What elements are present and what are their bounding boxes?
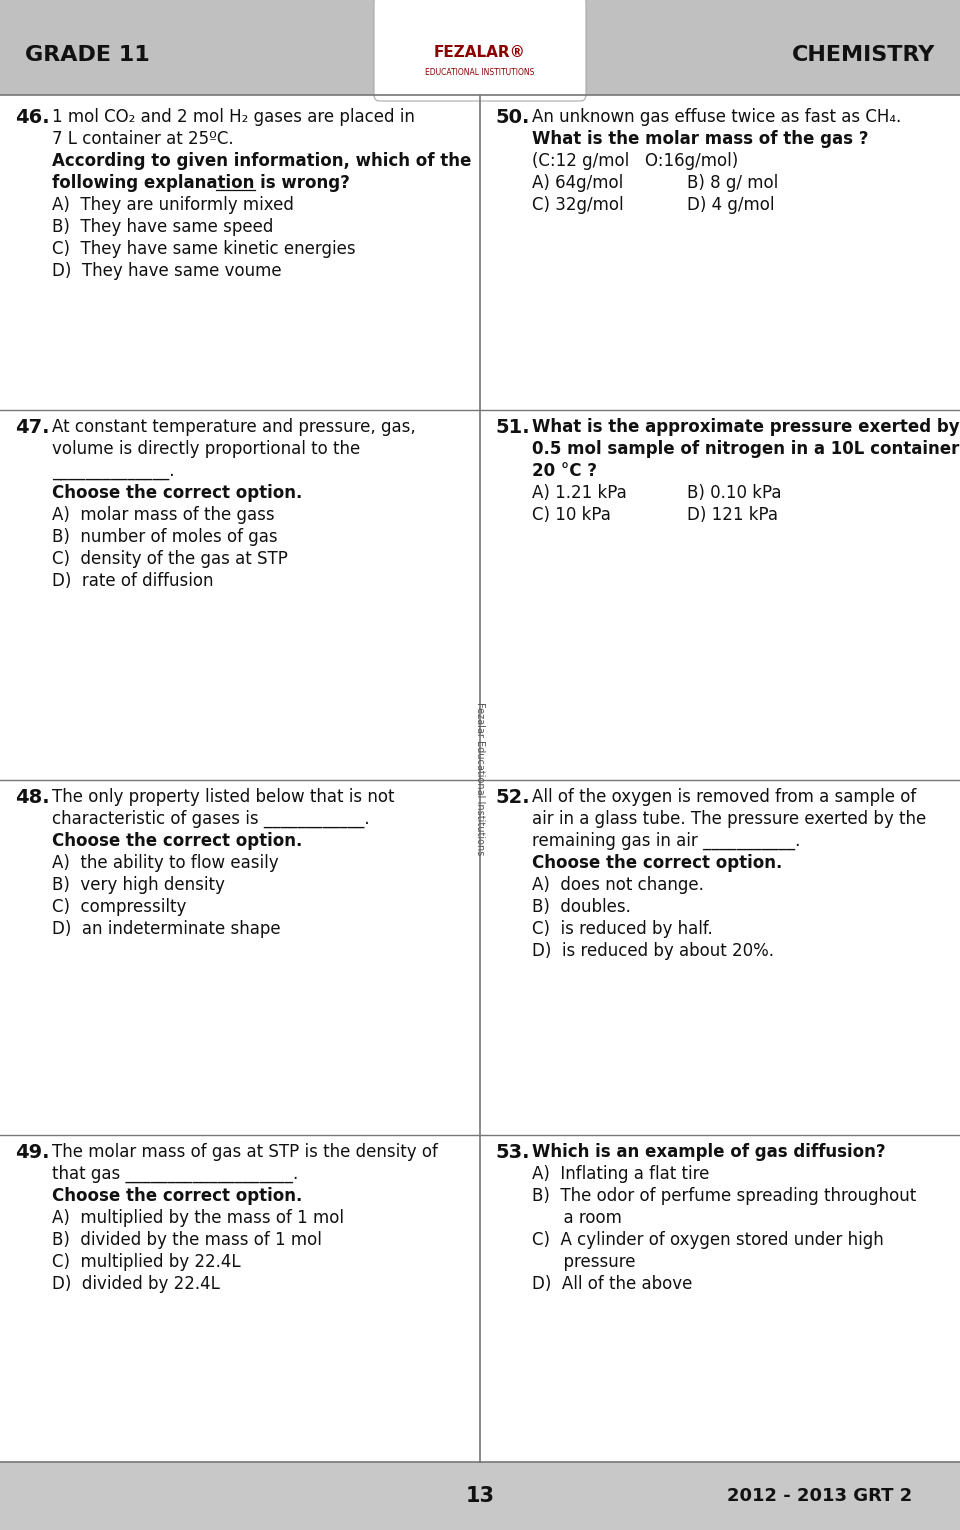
Text: GRADE 11: GRADE 11 xyxy=(25,44,150,66)
Text: C)  They have same kinetic energies: C) They have same kinetic energies xyxy=(52,240,355,259)
Text: Choose the correct option.: Choose the correct option. xyxy=(52,483,302,502)
Text: 48.: 48. xyxy=(15,788,50,806)
Text: D) 4 g/mol: D) 4 g/mol xyxy=(687,196,775,214)
Text: 20 °C ?: 20 °C ? xyxy=(532,462,597,480)
Text: D)  They have same voume: D) They have same voume xyxy=(52,262,281,280)
Text: D)  All of the above: D) All of the above xyxy=(532,1274,692,1293)
Text: A)  multiplied by the mass of 1 mol: A) multiplied by the mass of 1 mol xyxy=(52,1209,344,1227)
Text: D)  is reduced by about 20%.: D) is reduced by about 20%. xyxy=(532,942,774,959)
Text: A) 64g/mol: A) 64g/mol xyxy=(532,174,623,191)
Text: At constant temperature and pressure, gas,: At constant temperature and pressure, ga… xyxy=(52,418,416,436)
Text: that gas ____________________.: that gas ____________________. xyxy=(52,1164,299,1183)
Text: Choose the correct option.: Choose the correct option. xyxy=(52,1187,302,1206)
Text: C)  A cylinder of oxygen stored under high: C) A cylinder of oxygen stored under hig… xyxy=(532,1232,884,1248)
Text: 1 mol CO₂ and 2 mol H₂ gases are placed in: 1 mol CO₂ and 2 mol H₂ gases are placed … xyxy=(52,109,415,125)
Text: C) 10 kPa: C) 10 kPa xyxy=(532,506,611,523)
Text: 46.: 46. xyxy=(15,109,50,127)
Text: 50.: 50. xyxy=(495,109,529,127)
Text: CHEMISTRY: CHEMISTRY xyxy=(792,44,935,66)
Text: EDUCATIONAL INSTITUTIONS: EDUCATIONAL INSTITUTIONS xyxy=(425,67,535,76)
Text: 2012 - 2013 GRT 2: 2012 - 2013 GRT 2 xyxy=(728,1487,913,1506)
Text: A)  Inflating a flat tire: A) Inflating a flat tire xyxy=(532,1164,709,1183)
Text: C)  density of the gas at STP: C) density of the gas at STP xyxy=(52,549,288,568)
Text: 7 L container at 25ºC.: 7 L container at 25ºC. xyxy=(52,130,233,148)
Text: volume is directly proportional to the: volume is directly proportional to the xyxy=(52,441,360,457)
Text: A)  molar mass of the gass: A) molar mass of the gass xyxy=(52,506,275,523)
Text: Fezalar Educational Institutions: Fezalar Educational Institutions xyxy=(475,702,485,855)
Text: 51.: 51. xyxy=(495,418,530,438)
Bar xyxy=(0,0,960,95)
Text: What is the approximate pressure exerted by a: What is the approximate pressure exerted… xyxy=(532,418,960,436)
Text: pressure: pressure xyxy=(532,1253,636,1271)
Text: What is the molar mass of the gas ?: What is the molar mass of the gas ? xyxy=(532,130,869,148)
Text: 13: 13 xyxy=(466,1486,494,1506)
Text: B)  doubles.: B) doubles. xyxy=(532,898,631,916)
Text: The molar mass of gas at STP is the density of: The molar mass of gas at STP is the dens… xyxy=(52,1143,438,1161)
Text: A)  They are uniformly mixed: A) They are uniformly mixed xyxy=(52,196,294,214)
Text: C)  is reduced by half.: C) is reduced by half. xyxy=(532,920,712,938)
Text: FEZALAR®: FEZALAR® xyxy=(434,44,526,60)
Text: According to given information, which of the: According to given information, which of… xyxy=(52,151,471,170)
Text: The only property listed below that is not: The only property listed below that is n… xyxy=(52,788,395,806)
Text: remaining gas in air ___________.: remaining gas in air ___________. xyxy=(532,832,801,851)
Text: 49.: 49. xyxy=(15,1143,50,1161)
Text: 52.: 52. xyxy=(495,788,530,806)
Text: A) 1.21 kPa: A) 1.21 kPa xyxy=(532,483,627,502)
Text: All of the oxygen is removed from a sample of: All of the oxygen is removed from a samp… xyxy=(532,788,916,806)
FancyBboxPatch shape xyxy=(0,1463,960,1530)
Text: D) 121 kPa: D) 121 kPa xyxy=(687,506,778,523)
Text: B)  The odor of perfume spreading throughout: B) The odor of perfume spreading through… xyxy=(532,1187,916,1206)
Text: a room: a room xyxy=(532,1209,622,1227)
Text: Which is an example of gas diffusion?: Which is an example of gas diffusion? xyxy=(532,1143,886,1161)
Text: (C:12 g/mol   O:16g/mol): (C:12 g/mol O:16g/mol) xyxy=(532,151,738,170)
Text: A)  the ability to flow easily: A) the ability to flow easily xyxy=(52,854,278,872)
Text: C)  multiplied by 22.4L: C) multiplied by 22.4L xyxy=(52,1253,241,1271)
Text: C) 32g/mol: C) 32g/mol xyxy=(532,196,624,214)
Text: D)  divided by 22.4L: D) divided by 22.4L xyxy=(52,1274,220,1293)
Text: An unknown gas effuse twice as fast as CH₄.: An unknown gas effuse twice as fast as C… xyxy=(532,109,901,125)
Text: D)  an indeterminate shape: D) an indeterminate shape xyxy=(52,920,280,938)
Text: B)  divided by the mass of 1 mol: B) divided by the mass of 1 mol xyxy=(52,1232,322,1248)
Text: 47.: 47. xyxy=(15,418,50,438)
Bar xyxy=(0,1463,960,1530)
Text: 53.: 53. xyxy=(495,1143,530,1161)
Text: C)  compressilty: C) compressilty xyxy=(52,898,186,916)
Text: B) 8 g/ mol: B) 8 g/ mol xyxy=(687,174,779,191)
FancyBboxPatch shape xyxy=(374,0,586,101)
Text: characteristic of gases is ____________.: characteristic of gases is ____________. xyxy=(52,809,370,828)
Text: D)  rate of diffusion: D) rate of diffusion xyxy=(52,572,213,591)
Text: Choose the correct option.: Choose the correct option. xyxy=(532,854,782,872)
Text: B) 0.10 kPa: B) 0.10 kPa xyxy=(687,483,781,502)
Text: B)  They have same speed: B) They have same speed xyxy=(52,217,274,236)
Text: Choose the correct option.: Choose the correct option. xyxy=(52,832,302,851)
Text: B)  very high density: B) very high density xyxy=(52,877,225,894)
Text: B)  number of moles of gas: B) number of moles of gas xyxy=(52,528,277,546)
Text: following explanation is wrong?: following explanation is wrong? xyxy=(52,174,349,191)
Text: A)  does not change.: A) does not change. xyxy=(532,877,704,894)
Text: ______________.: ______________. xyxy=(52,462,175,480)
Text: air in a glass tube. The pressure exerted by the: air in a glass tube. The pressure exerte… xyxy=(532,809,926,828)
Text: 0.5 mol sample of nitrogen in a 10L container at: 0.5 mol sample of nitrogen in a 10L cont… xyxy=(532,441,960,457)
